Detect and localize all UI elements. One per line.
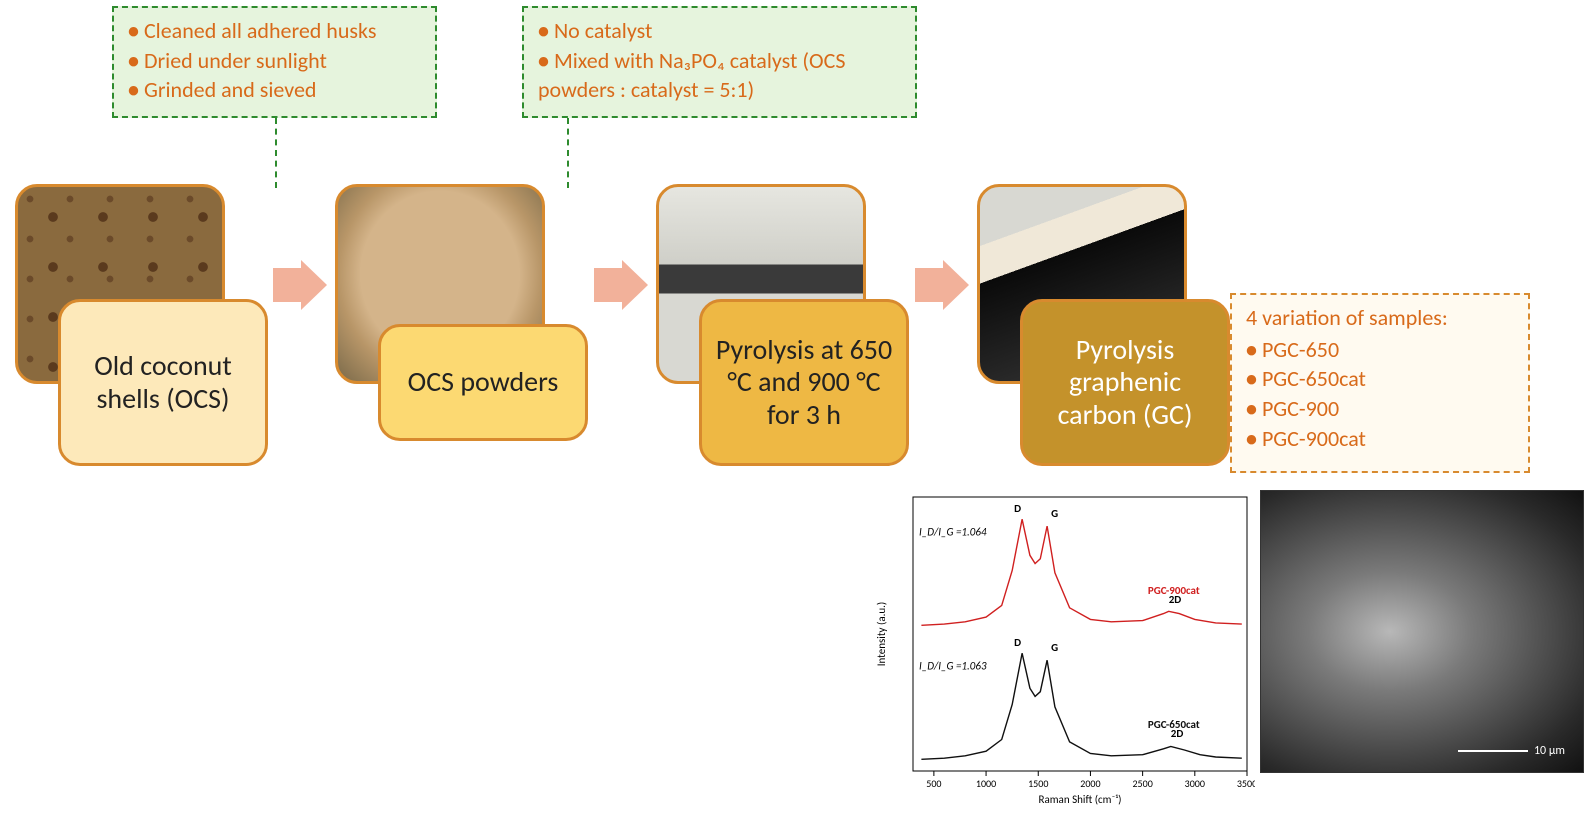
sem-scale-bar: 10 µm [1458,744,1565,758]
sem-image: 10 µm [1260,490,1584,773]
output-item: PGC-650cat [1246,364,1514,394]
annotation-proc1: Cleaned all adhered husks Dried under su… [112,6,437,118]
svg-text:2D: 2D [1169,593,1182,606]
svg-text:2500: 2500 [1132,777,1152,790]
svg-text:3500: 3500 [1237,777,1255,790]
output-item: PGC-900 [1246,394,1514,424]
outputs-header: 4 variation of samples: [1246,303,1514,333]
stage4-label: Pyrolysis graphenic carbon (GC) [1033,334,1217,431]
svg-text:G: G [1051,507,1058,520]
svg-text:D: D [1014,636,1021,649]
outputs-list: PGC-650 PGC-650cat PGC-900 PGC-900cat [1246,335,1514,454]
raman-chart: 500 1000 1500 2000 2500 3000 3500 Raman Shift (… [871,489,1255,807]
stage1-label: Old coconut shells (OCS) [71,350,255,414]
annotation-proc2-list: No catalyst Mixed with Na₃PO₄ catalyst (… [538,16,901,105]
output-item: PGC-900cat [1246,424,1514,454]
connector-line [275,118,278,188]
svg-text:D: D [1014,502,1021,515]
annotation-item: Cleaned all adhered husks [128,16,421,46]
sem-scale-line [1458,750,1528,752]
annotation-proc1-list: Cleaned all adhered husks Dried under su… [128,16,421,105]
annotation-outputs: 4 variation of samples: PGC-650 PGC-650c… [1230,293,1530,473]
svg-text:1000: 1000 [976,777,996,790]
annotation-item: Mixed with Na₃PO₄ catalyst (OCS powders … [538,46,901,105]
stage3-label: Pyrolysis at 650 °C and 900 °C for 3 h [712,334,896,431]
svg-text:2D: 2D [1171,727,1184,740]
svg-text:G: G [1051,641,1058,654]
svg-text:I_D/I_G =1.064: I_D/I_G =1.064 [919,525,987,538]
annotation-proc2: No catalyst Mixed with Na₃PO₄ catalyst (… [522,6,917,118]
svg-text:2000: 2000 [1080,777,1100,790]
annotation-item: No catalyst [538,16,901,46]
svg-text:500: 500 [926,777,941,790]
annotation-item: Grinded and sieved [128,75,421,105]
svg-text:1500: 1500 [1028,777,1048,790]
svg-text:Raman Shift (cm⁻¹): Raman Shift (cm⁻¹) [1039,793,1122,806]
connector-line [567,118,570,188]
annotation-item: Dried under sunlight [128,46,421,76]
stage3-label-box: Pyrolysis at 650 °C and 900 °C for 3 h [699,299,909,466]
stage2-label: OCS powders [408,366,559,398]
stage4-label-box: Pyrolysis graphenic carbon (GC) [1020,299,1230,466]
svg-text:3000: 3000 [1185,777,1205,790]
stage2-label-box: OCS powders [378,324,588,441]
output-item: PGC-650 [1246,335,1514,365]
raman-chart-svg: 500 1000 1500 2000 2500 3000 3500 Raman Shift (… [871,489,1255,807]
svg-text:Intensity (a.u.): Intensity (a.u.) [875,602,888,667]
svg-text:I_D/I_G =1.063: I_D/I_G =1.063 [919,660,987,673]
sem-scale-label: 10 µm [1534,744,1565,758]
stage1-label-box: Old coconut shells (OCS) [58,299,268,466]
